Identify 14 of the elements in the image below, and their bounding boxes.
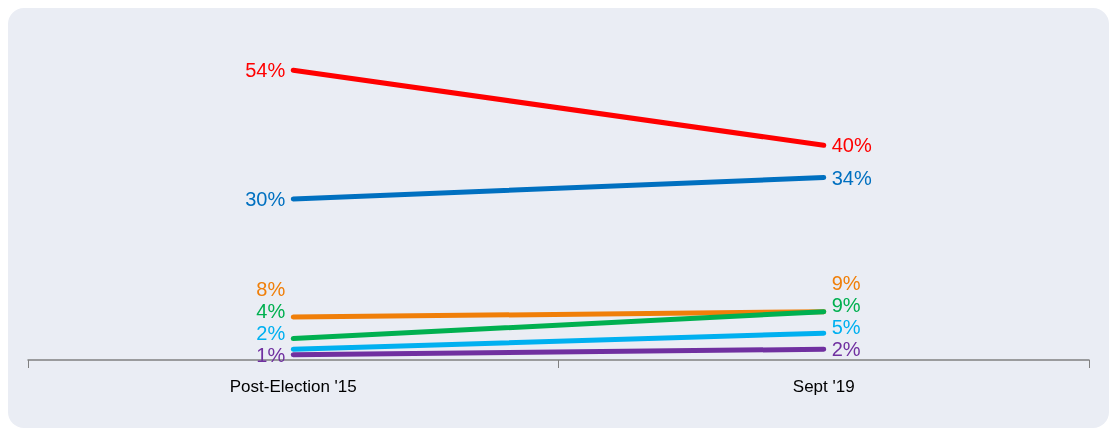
data-label: 2% xyxy=(831,338,861,361)
data-label: 8% xyxy=(256,277,286,300)
data-label: 54% xyxy=(245,59,286,82)
data-label: 2% xyxy=(256,321,286,344)
x-tick-label: Sept '19 xyxy=(792,377,855,396)
data-label: 9% xyxy=(831,294,861,317)
data-label: 5% xyxy=(831,316,861,339)
x-tick-label: Post-Election '15 xyxy=(229,377,357,396)
data-label: 4% xyxy=(256,299,286,322)
data-label: 9% xyxy=(831,272,861,295)
data-label: 30% xyxy=(245,188,286,210)
data-label: 40% xyxy=(831,134,872,157)
data-label: 1% xyxy=(256,343,286,366)
data-label: 34% xyxy=(831,166,872,189)
